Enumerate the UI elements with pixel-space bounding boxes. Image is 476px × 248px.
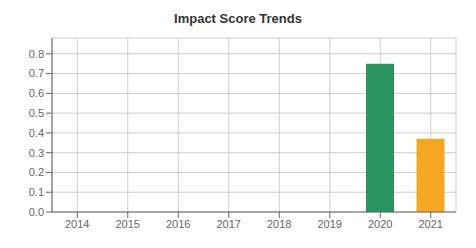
svg-text:0.6: 0.6	[29, 87, 44, 99]
svg-text:2021: 2021	[419, 218, 443, 230]
svg-text:0.1: 0.1	[29, 186, 44, 198]
svg-text:0.7: 0.7	[29, 67, 44, 79]
svg-text:2019: 2019	[318, 218, 342, 230]
svg-text:0.2: 0.2	[29, 166, 44, 178]
svg-text:0.3: 0.3	[29, 147, 44, 159]
svg-text:0.5: 0.5	[29, 107, 44, 119]
svg-text:0.0: 0.0	[29, 206, 44, 218]
html-text:Impact Score Trends: Impact Score Trends	[174, 11, 302, 26]
svg-text:0.4: 0.4	[29, 127, 44, 139]
svg-text:2015: 2015	[116, 218, 140, 230]
svg-text:2020: 2020	[368, 218, 392, 230]
svg-text:2014: 2014	[65, 218, 89, 230]
svg-text:2018: 2018	[267, 218, 291, 230]
svg-text:2016: 2016	[166, 218, 190, 230]
svg-text:2017: 2017	[217, 218, 241, 230]
svg-text:0.8: 0.8	[29, 48, 44, 60]
